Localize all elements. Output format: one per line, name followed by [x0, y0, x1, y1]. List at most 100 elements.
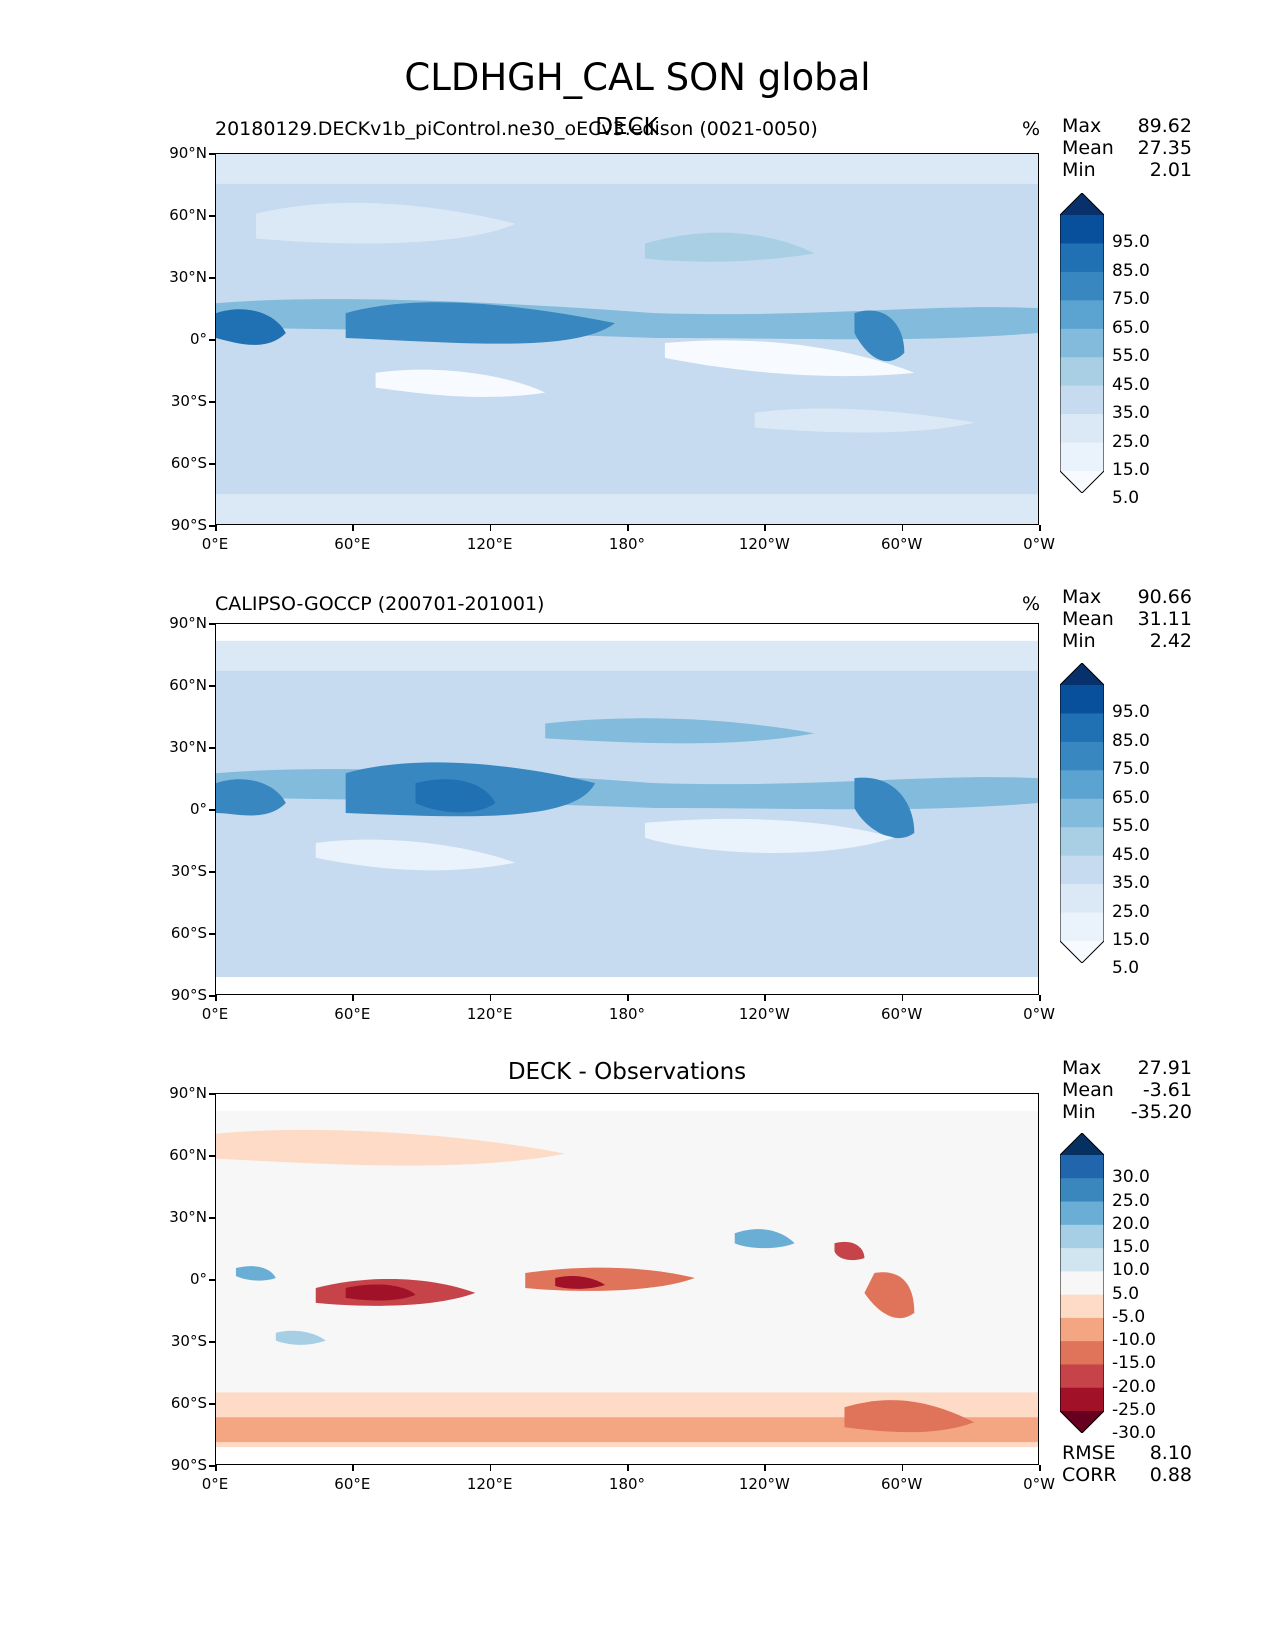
lat-tick-mark — [209, 623, 215, 625]
panel-center-title: DECK — [595, 114, 659, 140]
colorbar-segment — [1060, 328, 1104, 358]
lat-tick-label: 30°N — [169, 1208, 207, 1226]
lon-tick-label: 120°E — [466, 1475, 513, 1493]
colorbar-tick-label: 75.0 — [1112, 289, 1150, 310]
stat-label: Mean — [1062, 137, 1114, 159]
panel-left-title: CALIPSO-GOCCP (200701-201001) — [215, 593, 545, 615]
lat-tick-mark — [209, 1093, 215, 1095]
colorbar-segment — [1060, 414, 1104, 444]
lat-tick-mark — [209, 463, 215, 465]
colorbar-extend-min — [1060, 941, 1104, 963]
colorbar-outline — [1060, 663, 1104, 963]
lat-tick-label: 90°S — [170, 986, 207, 1004]
lon-tick-mark — [215, 525, 217, 531]
lon-tick-label: 60°E — [334, 1005, 371, 1023]
colorbar-tick-label: -20.0 — [1112, 1376, 1156, 1397]
lat-tick-mark — [209, 525, 215, 527]
colorbar-segment — [1060, 798, 1104, 828]
lat-tick-label: 60°N — [169, 206, 207, 224]
lat-tick-mark — [209, 401, 215, 403]
lon-tick-label: 60°W — [880, 535, 923, 553]
lat-tick-mark — [209, 871, 215, 873]
colorbar-segment — [1060, 1201, 1104, 1226]
stat-value: -35.20 — [1130, 1101, 1192, 1123]
colorbar-tick-label: 45.0 — [1112, 844, 1150, 865]
colorbar — [1060, 193, 1104, 493]
stat-value: 89.62 — [1137, 115, 1192, 137]
colorbar-tick-label: 45.0 — [1112, 374, 1150, 395]
lat-tick-mark — [209, 1403, 215, 1405]
colorbar-outline — [1060, 1133, 1104, 1433]
lat-tick-label: 60°N — [169, 676, 207, 694]
colorbar-segment — [1060, 300, 1104, 330]
lat-tick-mark — [209, 1341, 215, 1343]
colorbar-tick-label: 30.0 — [1112, 1167, 1150, 1188]
lon-tick-mark — [489, 1465, 492, 1471]
colorbar-tick-label: -25.0 — [1112, 1400, 1156, 1420]
lon-tick-mark — [901, 525, 904, 531]
lat-tick-label: 30°N — [169, 268, 207, 286]
lon-tick-label: 180° — [608, 1005, 646, 1023]
lat-tick-mark — [209, 277, 215, 279]
colorbar-tick-label: 65.0 — [1112, 787, 1150, 808]
colorbar-segment — [1060, 884, 1104, 914]
colorbar-segment — [1060, 1248, 1104, 1272]
stat-label: Mean — [1062, 608, 1114, 630]
lon-tick-mark — [764, 995, 766, 1001]
colorbar-extend-max — [1060, 663, 1104, 685]
lon-tick-mark — [764, 1465, 766, 1471]
colorbar-tick-label: -30.0 — [1112, 1423, 1156, 1444]
stats-block: Max 27.91 Mean -3.61 Min -35.20 — [1062, 1057, 1192, 1123]
units-label: % — [1022, 118, 1041, 140]
lon-tick-label: 0°E — [201, 1475, 229, 1493]
colorbar-tick-label: -5.0 — [1112, 1306, 1146, 1327]
colorbar-segment — [1060, 1294, 1104, 1319]
stat-value: 27.91 — [1137, 1057, 1192, 1079]
metric-value: 8.10 — [1149, 1442, 1192, 1464]
colorbar-extend-min — [1060, 471, 1104, 493]
lon-tick-mark — [489, 995, 492, 1001]
lon-tick-mark — [627, 1465, 629, 1471]
colorbar-extend-min — [1060, 1411, 1104, 1433]
colorbar-segment — [1060, 243, 1104, 273]
lat-tick-label: 90°N — [169, 144, 207, 162]
lat-tick-label: 0° — [189, 1270, 207, 1288]
lat-tick-mark — [209, 153, 215, 155]
lon-tick-label: 60°W — [880, 1005, 923, 1023]
stats-block: Max 90.66 Mean 31.11 Min 2.42 — [1062, 586, 1192, 652]
lat-tick-mark — [209, 747, 215, 749]
stat-label: Max — [1062, 115, 1102, 137]
stat-value: 31.11 — [1137, 608, 1192, 630]
colorbar-segment — [1060, 1364, 1104, 1389]
colorbar-tick-label: 35.0 — [1112, 403, 1150, 424]
colorbar — [1060, 1133, 1104, 1433]
colorbar-segment — [1060, 1387, 1104, 1412]
lat-tick-label: 0° — [189, 800, 207, 818]
colorbar-segment — [1060, 770, 1104, 800]
colorbar-tick-label: 85.0 — [1112, 260, 1150, 281]
lon-tick-label: 0°W — [1023, 535, 1055, 553]
lat-tick-mark — [209, 339, 215, 341]
stat-label: Mean — [1062, 1079, 1114, 1101]
stat-value: 2.01 — [1149, 159, 1192, 181]
lon-tick-mark — [1039, 995, 1041, 1001]
colorbar-segment — [1060, 1317, 1104, 1342]
panel-left-title: 20180129.DECKv1b_piControl.ne30_oECv3.ed… — [215, 118, 818, 140]
colorbar-tick-label: 55.0 — [1112, 346, 1150, 367]
lon-tick-mark — [1039, 525, 1041, 531]
colorbar-tick-label: 25.0 — [1112, 901, 1150, 922]
stat-label: Min — [1062, 630, 1096, 652]
lon-tick-label: 60°E — [334, 535, 371, 553]
lon-tick-label: 60°E — [334, 1475, 371, 1493]
stats-block: Max 89.62 Mean 27.35 Min 2.01 — [1062, 115, 1192, 181]
contour-map-difference — [216, 1094, 1038, 1464]
lat-tick-mark — [209, 933, 215, 935]
colorbar-tick-label: 15.0 — [1112, 460, 1150, 480]
stat-value: 2.42 — [1149, 630, 1192, 652]
colorbar-segment — [1060, 215, 1104, 244]
colorbar-tick-label: 10.0 — [1112, 1260, 1150, 1281]
lat-tick-label: 90°S — [170, 516, 207, 534]
lon-tick-label: 0°E — [201, 535, 229, 553]
lon-tick-mark — [764, 525, 766, 531]
colorbar-tick-label: 55.0 — [1112, 816, 1150, 837]
